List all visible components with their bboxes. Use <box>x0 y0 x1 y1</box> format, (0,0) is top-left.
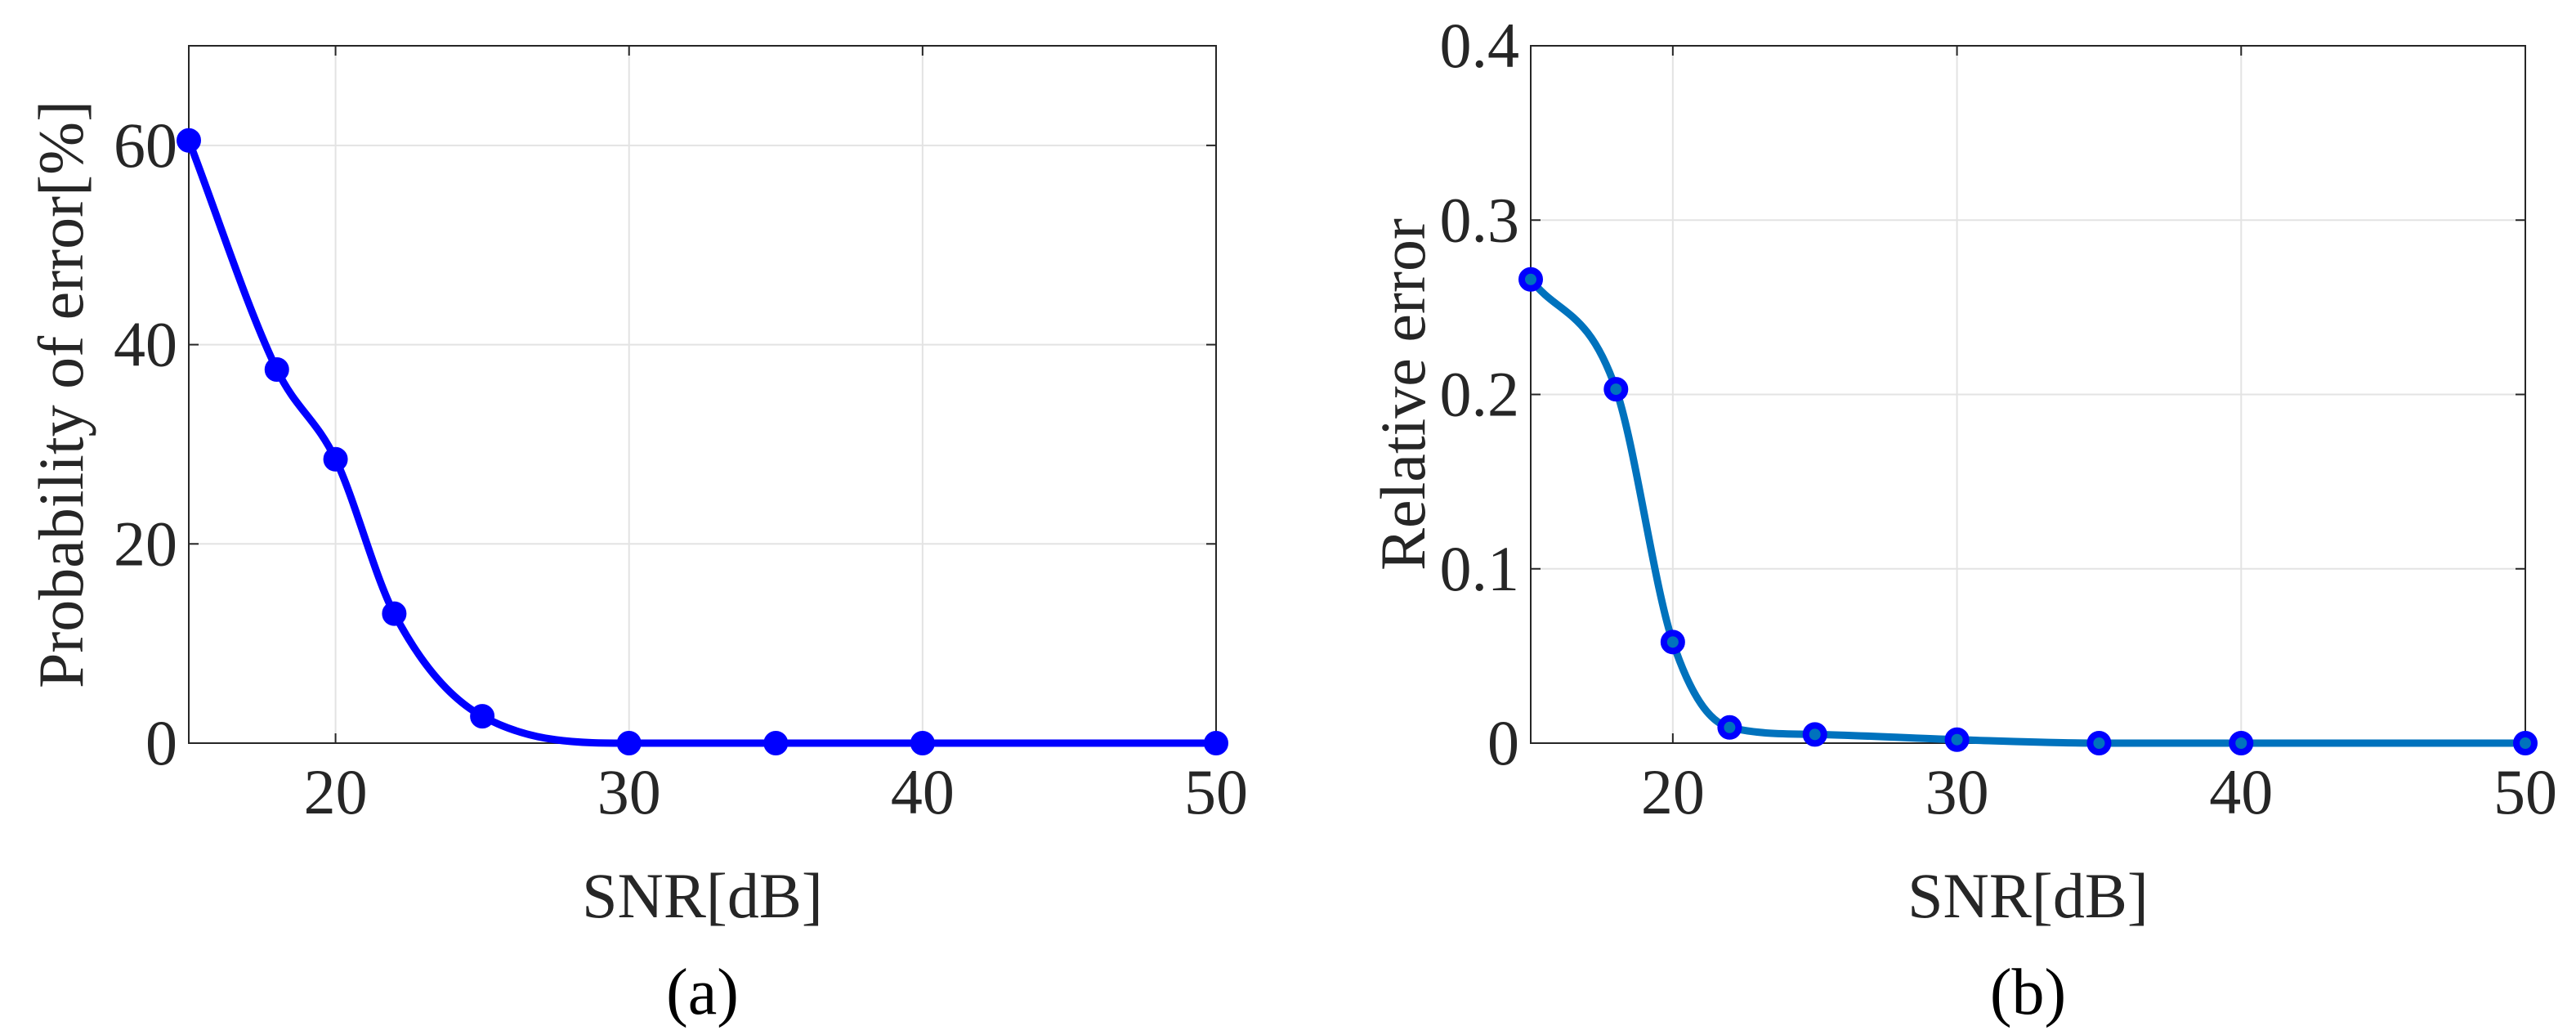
data-point <box>1660 630 1685 655</box>
data-point <box>2086 731 2112 755</box>
x-tick-label: 40 <box>891 756 955 827</box>
y-tick-label: 0.4 <box>1440 10 1520 81</box>
x-axis-title: SNR[dB] <box>582 860 823 931</box>
x-tick-label: 30 <box>597 756 661 827</box>
y-tick-label: 0.1 <box>1440 533 1520 604</box>
y-tick-label: 40 <box>114 309 177 380</box>
data-point <box>1717 715 1742 740</box>
data-point <box>1802 722 1827 747</box>
y-axis-title: Relative error <box>1367 218 1438 571</box>
data-point <box>264 357 289 383</box>
data-point <box>1944 727 1970 752</box>
x-tick-label: 40 <box>2209 756 2273 827</box>
data-point <box>1603 377 1629 402</box>
x-tick-label: 20 <box>1641 756 1705 827</box>
y-tick-label: 0.2 <box>1440 359 1520 430</box>
data-point <box>616 731 642 755</box>
data-point <box>910 731 935 755</box>
data-point <box>1518 267 1543 292</box>
x-axis-title: SNR[dB] <box>1907 860 2149 931</box>
chart: 0 0.1 0.2 0.3 0.4 20 30 40 50 SNR[dB] Relative err… <box>1367 10 2557 1028</box>
data-point <box>382 601 407 626</box>
caption: (b) <box>1990 957 2066 1028</box>
data-point <box>470 704 495 729</box>
data-point <box>323 446 348 472</box>
chart: 0 20 40 60 20 30 40 50 SNR[dB] Probability of err… <box>25 45 1248 1028</box>
data-point <box>177 128 201 153</box>
data-point <box>763 731 789 755</box>
data-point <box>1204 731 1228 755</box>
x-tick-label: 50 <box>1184 756 1248 827</box>
y-axis-title: Probability of error[%] <box>25 101 96 688</box>
y-tick-label: 0 <box>145 707 177 778</box>
data-point <box>2513 731 2538 755</box>
y-tick-label: 60 <box>114 110 177 181</box>
y-tick-label: 0 <box>1487 707 1519 778</box>
plot-area <box>189 46 1216 743</box>
x-tick-label: 20 <box>304 756 368 827</box>
y-tick-label: 20 <box>114 508 177 579</box>
x-tick-label: 30 <box>1925 756 1989 827</box>
y-tick-label: 0.3 <box>1440 184 1520 255</box>
caption: (a) <box>666 957 739 1028</box>
x-tick-label: 50 <box>2493 756 2557 827</box>
data-point <box>2229 731 2254 755</box>
